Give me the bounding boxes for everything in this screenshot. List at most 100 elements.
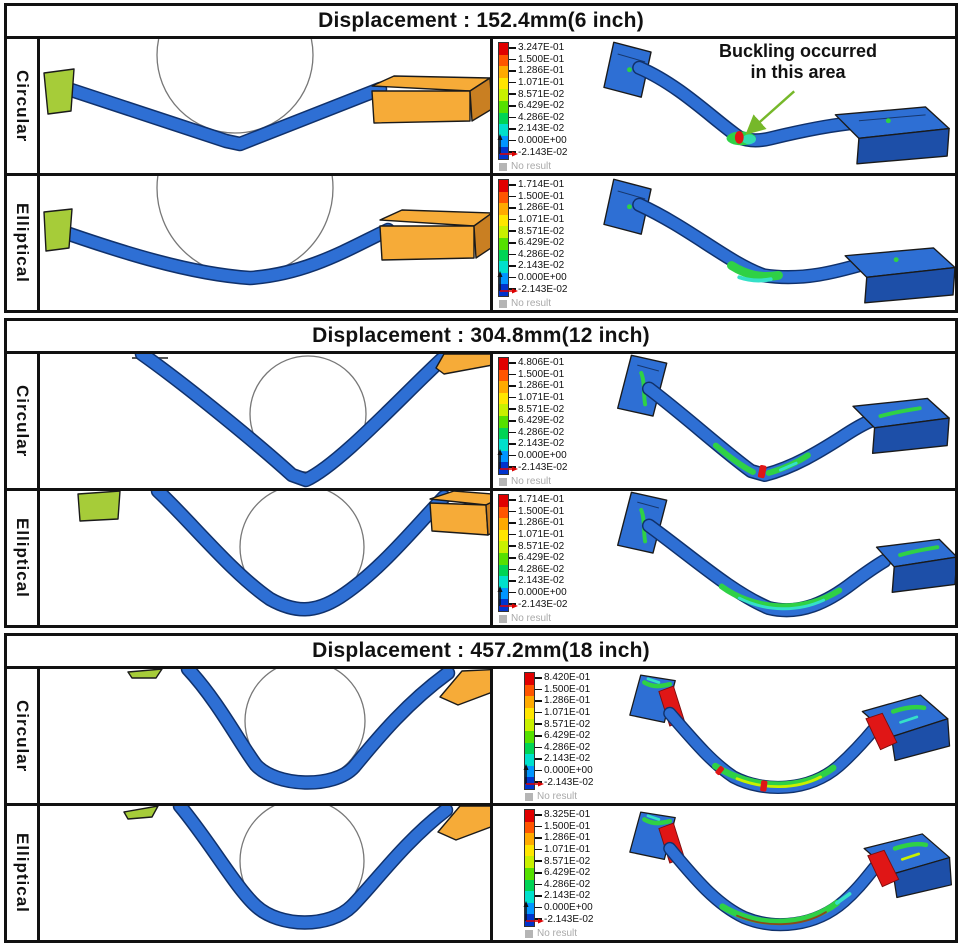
colorbar-segment <box>499 576 508 588</box>
legend-value: 1.286E-01 <box>509 65 567 77</box>
colorbar-segment <box>525 867 534 880</box>
colorbar-segment <box>499 191 508 204</box>
legend-value: 1.500E-01 <box>535 821 593 833</box>
legend-tick <box>509 230 516 232</box>
section-6inch: Displacement : 152.4mm(6 inch) Circular … <box>4 3 958 313</box>
legend-tick <box>509 207 516 209</box>
legend-tick <box>535 700 542 702</box>
legend-tick <box>509 591 516 594</box>
legend-value: 8.571E-02 <box>509 540 567 552</box>
fea-side-view <box>123 806 490 930</box>
result-row: Elliptical 8.325E-01 1.500E-01 1.286E-01 1.… <box>7 803 955 940</box>
legend-tick <box>509 195 516 198</box>
legend-value: 1.071E-01 <box>509 392 567 404</box>
section-title: Displacement : 457.2mm(18 inch) <box>7 636 955 669</box>
colorbar-segment <box>525 673 534 685</box>
legend-tick <box>535 735 542 737</box>
legend-tick <box>509 499 516 501</box>
fea-side-view <box>77 491 490 617</box>
legend-tick <box>535 872 542 874</box>
colorbar <box>498 179 509 297</box>
row-label-text: Circular <box>13 699 32 773</box>
legend-tick <box>509 545 516 547</box>
colorbar-segment <box>499 495 508 507</box>
colorbar <box>524 672 535 790</box>
legend-value: 2.143E-02 <box>509 260 567 272</box>
legend-tick <box>509 242 516 244</box>
fea-side-view <box>127 669 490 790</box>
legend-value: 0.000E+00 <box>509 135 567 147</box>
legend-tick <box>509 443 516 445</box>
legend-value: 1.714E-01 <box>509 494 567 506</box>
legend-value: 1.286E-01 <box>509 517 567 529</box>
section-title: Displacement : 152.4mm(6 inch) <box>7 6 955 39</box>
legend-tick <box>509 70 516 72</box>
colorbar-segment <box>499 392 508 405</box>
axis-triad-icon <box>497 271 518 294</box>
colorbar-segment <box>499 147 508 159</box>
colorbar <box>498 42 509 160</box>
legend-tick <box>535 746 542 749</box>
contour-legend: 1.714E-01 1.500E-01 1.286E-01 1.071E-01 8.57… <box>493 491 602 625</box>
colorbar-segment <box>525 902 534 915</box>
legend-tick <box>509 58 516 61</box>
colorbar-segment <box>525 833 534 845</box>
fea-contour-view <box>629 811 953 932</box>
legend-value: 4.286E-02 <box>509 564 567 576</box>
colorbar-segment <box>525 856 534 868</box>
legend-tick <box>509 533 516 536</box>
legend-tick <box>509 385 516 387</box>
legend-tick <box>535 769 542 772</box>
row-label-elliptical: Elliptical <box>7 176 40 310</box>
legend-value: 1.286E-01 <box>535 695 593 707</box>
legend-tick <box>509 431 516 434</box>
legend-tick <box>509 362 516 364</box>
legend-tick <box>509 373 516 376</box>
colorbar-segment <box>499 529 508 542</box>
colorbar-segment <box>525 879 534 892</box>
legend-value: 1.071E-01 <box>509 214 567 226</box>
colorbar-segment <box>499 89 508 101</box>
no-result-swatch <box>499 477 507 486</box>
legend-tick <box>509 139 516 142</box>
colorbar-segment <box>499 415 508 428</box>
row-label-elliptical: Elliptical <box>7 491 40 625</box>
legend-tick <box>509 253 516 256</box>
colorbar-segment <box>499 599 508 611</box>
legend-value: 6.429E-02 <box>535 867 593 879</box>
colorbar-segment <box>525 730 534 743</box>
colorbar-segment <box>499 518 508 530</box>
legend-value: 1.286E-01 <box>509 202 567 214</box>
colorbar-segment <box>499 369 508 382</box>
colorbar-segment <box>499 272 508 285</box>
no-result-swatch <box>499 162 507 171</box>
axis-triad-icon <box>497 449 518 472</box>
colorbar-segment <box>499 54 508 67</box>
legend-value: 6.429E-02 <box>509 415 567 427</box>
legend-value: 6.429E-02 <box>509 100 567 112</box>
legend-value: 1.071E-01 <box>509 77 567 89</box>
legend-tick <box>535 677 542 679</box>
colorbar-segment <box>499 450 508 463</box>
colorbar-segment <box>499 404 508 416</box>
colorbar-segment <box>499 237 508 250</box>
legend-tick <box>509 557 516 559</box>
legend-tick <box>535 723 542 725</box>
legend-value: 1.071E-01 <box>509 529 567 541</box>
fea-contour-view <box>629 674 951 794</box>
legend-value: 1.286E-01 <box>535 832 593 844</box>
legend-tick <box>509 454 516 457</box>
legend-tick <box>535 711 542 714</box>
legend-tick <box>535 848 542 851</box>
contour-panel: 1.714E-01 1.500E-01 1.286E-01 1.071E-01 8.57… <box>493 491 955 625</box>
legend-tick <box>535 906 542 909</box>
legend-value: 1.500E-01 <box>509 54 567 66</box>
result-row: Elliptical 1.714E-01 1.500E-01 1.286E-01 1.… <box>7 488 955 625</box>
row-label-text: Circular <box>13 384 32 458</box>
buckling-annotation-line2: in this area <box>750 61 846 82</box>
section-title: Displacement : 304.8mm(12 inch) <box>7 321 955 354</box>
colorbar-segment <box>499 358 508 370</box>
row-label-circular: Circular <box>7 39 40 173</box>
fea-contour-view <box>603 41 950 165</box>
legend-tick <box>509 568 516 571</box>
